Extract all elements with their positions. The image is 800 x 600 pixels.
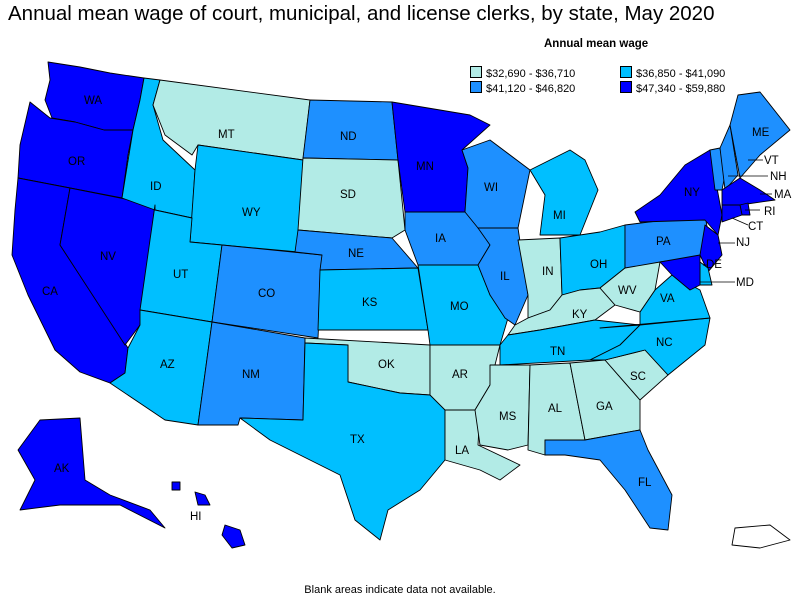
state-label-IN: IN — [542, 266, 554, 278]
state-label-HI: HI — [190, 511, 202, 523]
legend-label-1: $32,690 - $36,710 — [486, 68, 576, 80]
state-label-ND: ND — [340, 131, 357, 143]
state-label-NM: NM — [242, 369, 260, 381]
state-HI[interactable] — [221, 524, 246, 549]
state-label-NH: NH — [770, 171, 787, 183]
state-label-GA: GA — [596, 401, 613, 413]
legend-item-2: $36,850 - $41,090 — [620, 66, 725, 80]
state-label-FL: FL — [638, 477, 652, 489]
state-label-AR: AR — [452, 369, 468, 381]
state-label-MD: MD — [736, 277, 754, 289]
state-HI-islands[interactable] — [194, 491, 211, 506]
state-label-ID: ID — [150, 181, 162, 193]
legend-label-2: $36,850 - $41,090 — [636, 68, 726, 80]
state-WY[interactable] — [189, 144, 304, 253]
state-label-DE: DE — [706, 259, 722, 271]
state-SD[interactable] — [297, 157, 406, 239]
page-title: Annual mean wage of court, municipal, an… — [8, 2, 715, 25]
state-label-WV: WV — [618, 285, 637, 297]
state-label-TX: TX — [350, 434, 365, 446]
state-label-OK: OK — [378, 359, 395, 371]
state-label-TN: TN — [550, 346, 565, 358]
state-label-AL: AL — [548, 403, 563, 415]
leader-lines — [700, 159, 772, 283]
state-label-IA: IA — [435, 233, 446, 245]
legend-title: Annual mean wage — [544, 38, 649, 50]
state-label-MS: MS — [499, 411, 517, 423]
state-label-PA: PA — [656, 236, 671, 248]
state-label-WY: WY — [242, 207, 261, 219]
state-label-NY: NY — [684, 187, 700, 199]
state-AK[interactable] — [17, 417, 166, 529]
state-label-MN: MN — [416, 161, 434, 173]
state-TX[interactable] — [239, 342, 446, 541]
legend-swatch-1 — [470, 66, 482, 78]
state-NH[interactable] — [719, 124, 739, 191]
state-label-NE: NE — [348, 248, 364, 260]
state-PR[interactable] — [731, 524, 791, 549]
legend-swatch-4 — [620, 81, 632, 93]
state-label-LA: LA — [455, 445, 469, 457]
state-label-NC: NC — [656, 337, 673, 349]
state-label-VT: VT — [764, 155, 779, 167]
state-MI[interactable] — [529, 149, 599, 236]
state-label-NJ: NJ — [736, 237, 750, 249]
state-label-WA: WA — [84, 95, 102, 107]
state-MD[interactable] — [659, 254, 701, 291]
state-label-RI: RI — [764, 206, 776, 218]
state-label-KY: KY — [572, 309, 588, 321]
state-label-MI: MI — [553, 210, 566, 222]
state-label-MA: MA — [774, 189, 792, 201]
state-label-SD: SD — [340, 189, 356, 201]
state-ND[interactable] — [302, 99, 399, 161]
state-label-AK: AK — [54, 463, 70, 475]
legend-swatch-3 — [470, 81, 482, 93]
state-HI-islands-2[interactable] — [171, 481, 181, 491]
legend-swatch-2 — [620, 66, 632, 78]
state-label-OR: OR — [68, 156, 85, 168]
legend-item-4: $47,340 - $59,880 — [620, 81, 725, 95]
state-label-WI: WI — [484, 182, 498, 194]
state-label-VA: VA — [660, 293, 675, 305]
state-label-CT: CT — [748, 221, 763, 233]
state-label-MO: MO — [450, 301, 469, 313]
state-label-IL: IL — [500, 271, 510, 283]
state-label-CA: CA — [42, 286, 58, 298]
state-label-NV: NV — [100, 251, 116, 263]
legend: Annual mean wage $32,690 - $36,710 $36,8… — [470, 38, 790, 98]
state-FL[interactable] — [544, 429, 673, 531]
legend-label-3: $41,120 - $46,820 — [486, 83, 576, 95]
state-CT[interactable] — [721, 204, 743, 223]
legend-item-1: $32,690 - $36,710 — [470, 66, 575, 80]
state-MT[interactable] — [152, 79, 311, 161]
state-label-OH: OH — [590, 259, 607, 271]
state-CO[interactable] — [211, 244, 323, 339]
state-NJ[interactable] — [699, 224, 723, 273]
legend-item-3: $41,120 - $46,820 — [470, 81, 575, 95]
state-label-KS: KS — [362, 297, 378, 309]
state-label-MT: MT — [218, 129, 235, 141]
legend-label-4: $47,340 - $59,880 — [636, 83, 726, 95]
state-label-CO: CO — [258, 288, 275, 300]
state-label-SC: SC — [630, 371, 646, 383]
state-NC[interactable] — [589, 317, 711, 376]
state-OR[interactable] — [17, 101, 134, 199]
state-VA[interactable] — [599, 274, 711, 329]
footnote: Blank areas indicate data not available. — [304, 584, 496, 596]
state-label-UT: UT — [173, 269, 188, 281]
state-label-ME: ME — [752, 127, 770, 139]
state-label-AZ: AZ — [160, 359, 175, 371]
